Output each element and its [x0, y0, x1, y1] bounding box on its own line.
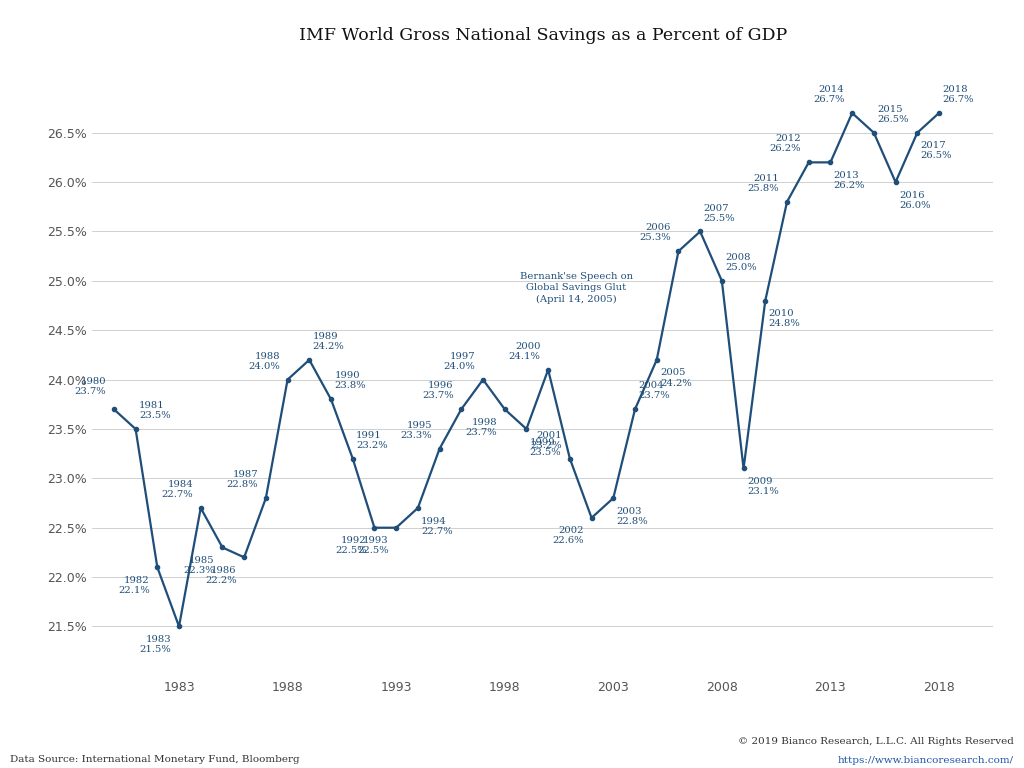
Text: 2003
22.8%: 2003 22.8% — [616, 507, 648, 526]
Text: 1983
21.5%: 1983 21.5% — [139, 635, 171, 654]
Text: 1986
22.2%: 1986 22.2% — [205, 566, 237, 585]
Text: 2011
25.8%: 2011 25.8% — [748, 174, 779, 193]
Text: 2005
24.2%: 2005 24.2% — [660, 369, 692, 388]
Text: Bernank'se Speech on
Global Savings Glut
(April 14, 2005): Bernank'se Speech on Global Savings Glut… — [520, 272, 633, 303]
Text: 1987
22.8%: 1987 22.8% — [226, 470, 258, 489]
Text: 2014
26.7%: 2014 26.7% — [813, 85, 845, 104]
Text: 1992
22.5%: 1992 22.5% — [335, 536, 367, 555]
Text: 1996
23.7%: 1996 23.7% — [422, 381, 454, 400]
Text: 2004
23.7%: 2004 23.7% — [638, 381, 670, 400]
Text: © 2019 Bianco Research, L.L.C. All Rights Reserved: © 2019 Bianco Research, L.L.C. All Right… — [738, 737, 1014, 746]
Text: 2010
24.8%: 2010 24.8% — [769, 310, 801, 328]
Text: 2009
23.1%: 2009 23.1% — [746, 477, 778, 496]
Text: 2002
22.6%: 2002 22.6% — [553, 526, 584, 545]
Text: 2006
25.3%: 2006 25.3% — [639, 223, 671, 243]
Text: 1989
24.2%: 1989 24.2% — [312, 332, 344, 351]
Text: 1985
22.3%: 1985 22.3% — [183, 556, 215, 575]
Text: 2015
26.5%: 2015 26.5% — [878, 104, 908, 124]
Text: 1984
22.7%: 1984 22.7% — [162, 480, 194, 499]
Text: 2016
26.0%: 2016 26.0% — [899, 190, 931, 210]
Text: 2008
25.0%: 2008 25.0% — [725, 253, 757, 272]
Title: IMF World Gross National Savings as a Percent of GDP: IMF World Gross National Savings as a Pe… — [299, 27, 786, 44]
Text: 1993
22.5%: 1993 22.5% — [357, 536, 388, 555]
Text: https://www.biancoresearch.com/: https://www.biancoresearch.com/ — [838, 756, 1014, 765]
Text: 2013
26.2%: 2013 26.2% — [834, 171, 865, 190]
Text: 2000
24.1%: 2000 24.1% — [509, 342, 541, 361]
Text: 1980
23.7%: 1980 23.7% — [75, 377, 106, 396]
Text: Data Source: International Monetary Fund, Bloomberg: Data Source: International Monetary Fund… — [10, 755, 300, 764]
Text: 1988
24.0%: 1988 24.0% — [248, 352, 280, 371]
Text: 2012
26.2%: 2012 26.2% — [770, 134, 801, 154]
Text: 1998
23.7%: 1998 23.7% — [466, 418, 497, 437]
Text: 2018
26.7%: 2018 26.7% — [942, 85, 974, 104]
Text: 1981
23.5%: 1981 23.5% — [139, 401, 170, 420]
Text: 1995
23.3%: 1995 23.3% — [400, 421, 432, 440]
Text: 2017
26.5%: 2017 26.5% — [921, 141, 952, 161]
Text: 2001
23.2%: 2001 23.2% — [530, 431, 562, 450]
Text: 1990
23.8%: 1990 23.8% — [334, 372, 366, 390]
Text: 1991
23.2%: 1991 23.2% — [356, 431, 388, 450]
Text: 1982
22.1%: 1982 22.1% — [118, 576, 150, 595]
Text: 2007
25.5%: 2007 25.5% — [703, 204, 735, 223]
Text: 1999
23.5%: 1999 23.5% — [529, 438, 561, 457]
Text: 1997
24.0%: 1997 24.0% — [443, 352, 475, 371]
Text: 1994
22.7%: 1994 22.7% — [421, 517, 453, 535]
